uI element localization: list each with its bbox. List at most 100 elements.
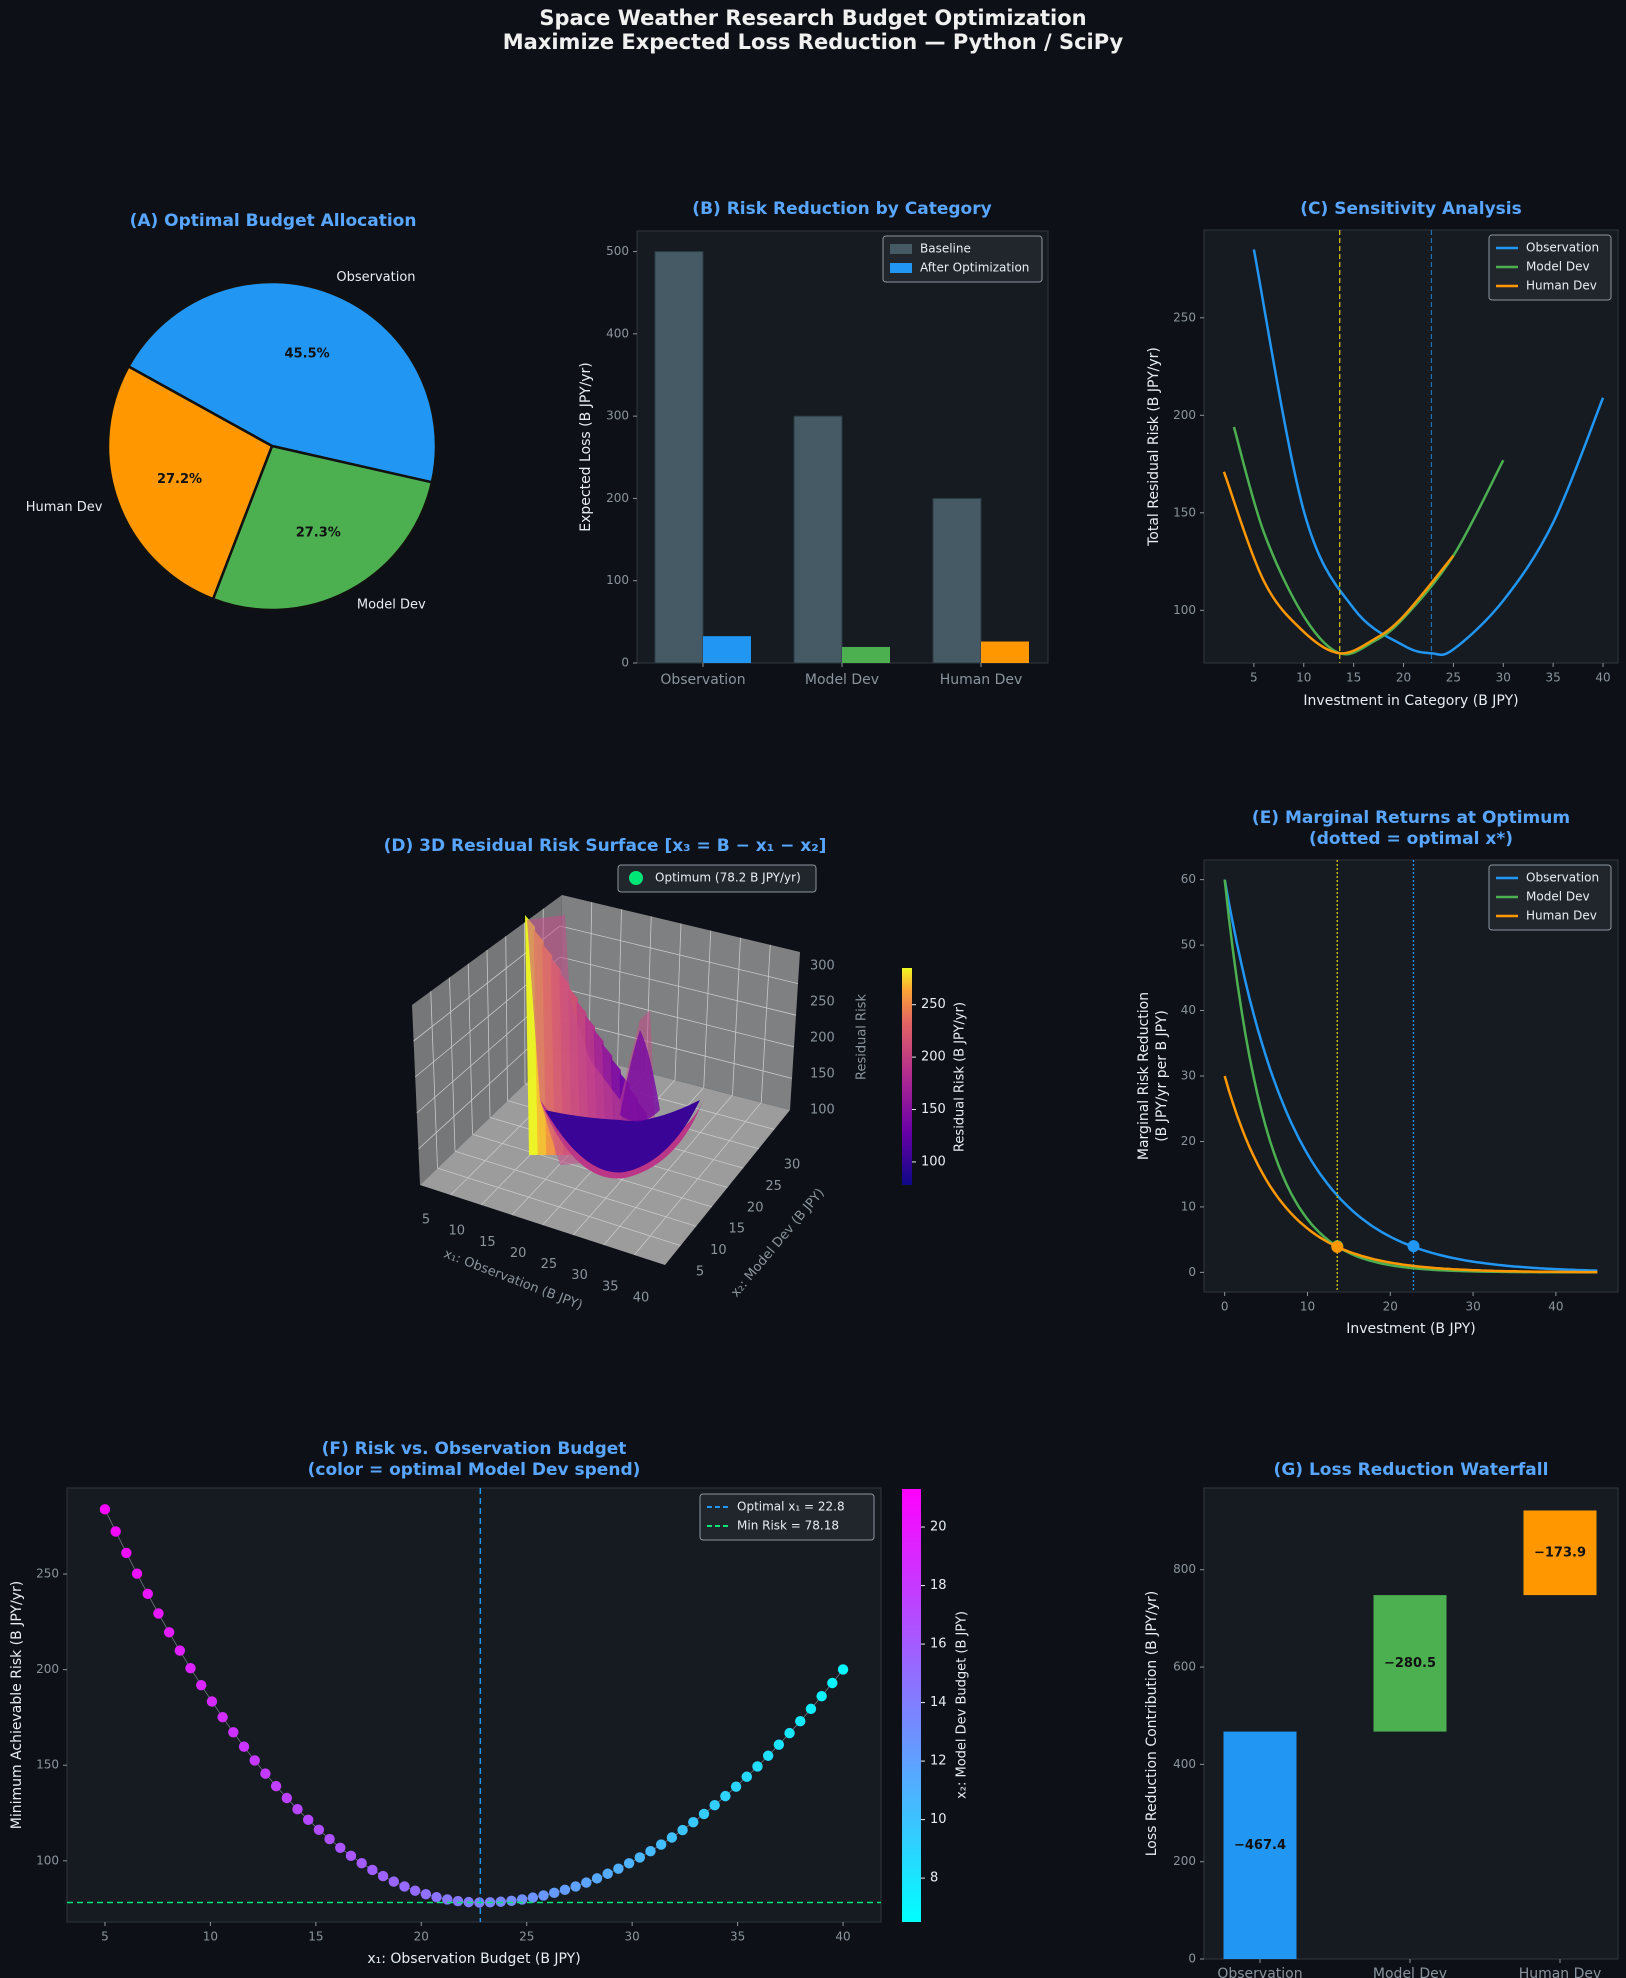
bar-baseline: [654, 251, 704, 664]
main-title-line-1: Space Weather Research Budget Optimizati…: [539, 6, 1087, 30]
y-axis-label: x₂: Model Dev (B JPY): [728, 1186, 828, 1301]
optimum-point: [1331, 1240, 1344, 1253]
bar-baseline: [932, 497, 982, 664]
panel-title: (G) Loss Reduction Waterfall: [1274, 1460, 1549, 1480]
panel-title: (B) Risk Reduction by Category: [692, 199, 991, 219]
panel-title: (dotted = optimal x*): [1309, 829, 1513, 849]
z-tick-label: 300: [810, 959, 835, 974]
y-tick-label: 400: [1173, 1757, 1196, 1771]
surface-bowl: [620, 1030, 660, 1122]
x-tick-label: Human Dev: [940, 672, 1023, 688]
scatter-point: [837, 1664, 849, 1675]
y-axis-label: Minimum Achievable Risk (B JPY/yr): [9, 1581, 25, 1829]
y-axis-label: Loss Reduction Contribution (B JPY/yr): [1144, 1591, 1160, 1857]
x-axis-label: Investment in Category (B JPY): [1303, 693, 1518, 709]
colorbar-tick-label: 12: [930, 1754, 947, 1769]
y-tick-label: 400: [606, 326, 629, 340]
scatter-point: [121, 1547, 132, 1559]
y-tick-label: 10: [710, 1243, 727, 1258]
scatter-point: [816, 1690, 827, 1702]
z-tick-label: 200: [810, 1031, 835, 1046]
x-tick-label: Human Dev: [1519, 1966, 1602, 1978]
scatter-point: [538, 1890, 549, 1901]
waterfall-bar-observation: [1223, 1731, 1297, 1959]
grid-line: [674, 923, 682, 1081]
panel-title: (A) Optimal Budget Allocation: [130, 211, 417, 231]
grid-line: [559, 1018, 793, 1079]
scatter-point: [388, 1876, 399, 1887]
colorbar-tick-label: 250: [921, 997, 946, 1012]
z-axis-label: Residual Risk: [855, 994, 870, 1080]
colorbar-tick-label: 8: [930, 1871, 938, 1886]
scatter-point: [302, 1814, 314, 1826]
x-axis-label: Investment (B JPY): [1346, 1321, 1476, 1337]
scatter-point: [559, 1884, 571, 1896]
y-tick-label: 30: [1181, 1069, 1196, 1083]
x-tick-label: 5: [422, 1213, 430, 1228]
pie-slice-model-dev: [211, 444, 434, 612]
series-line-observation: [1252, 249, 1605, 657]
legend-label: Human Dev: [1526, 279, 1597, 293]
waterfall-value-label: −280.5: [1384, 1656, 1436, 1671]
x-tick-label: 25: [519, 1930, 534, 1944]
scatter-point: [110, 1526, 121, 1537]
main-title-line-2: Maximize Expected Loss Reduction — Pytho…: [502, 30, 1124, 54]
scatter-point: [591, 1873, 603, 1884]
colorbar: [902, 1489, 921, 1922]
z-tick-label: 250: [810, 995, 835, 1010]
scatter-point: [431, 1891, 442, 1903]
waterfall-value-label: −467.4: [1234, 1838, 1286, 1853]
pie-category-label: Observation: [336, 270, 415, 285]
x-tick-label: 20: [414, 1930, 429, 1944]
y-axis-label: Expected Loss (B JPY/yr): [578, 362, 594, 531]
scatter-point: [292, 1804, 303, 1815]
scatter-point: [185, 1662, 196, 1674]
legend-label: Model Dev: [1526, 260, 1590, 274]
grid-line: [760, 944, 771, 1103]
scatter-point: [399, 1881, 410, 1892]
x-tick-label: 5: [101, 1930, 109, 1944]
scatter-point: [228, 1727, 239, 1738]
y-tick-label: 250: [36, 1567, 59, 1581]
scatter-point: [217, 1712, 228, 1723]
x-tick-label: 0: [1221, 1300, 1229, 1314]
legend-label: Min Risk = 78.18: [737, 1519, 839, 1533]
grid-line: [505, 936, 508, 1101]
x-tick-label: 15: [1346, 671, 1361, 685]
scatter-point: [174, 1645, 186, 1656]
scatter-point: [688, 1816, 699, 1828]
panel-title: (D) 3D Residual Risk Surface [x₃ = B − x…: [384, 836, 827, 856]
legend-label: After Optimization: [920, 261, 1029, 275]
scatter-point: [784, 1727, 795, 1739]
colorbar-tick-label: 20: [930, 1520, 947, 1535]
legend-swatch: [629, 871, 643, 885]
x-tick-label: Model Dev: [1373, 1966, 1447, 1978]
scatter-point: [238, 1741, 250, 1752]
waterfall-bar-model-dev: [1373, 1595, 1447, 1732]
scatter-point: [313, 1824, 325, 1835]
x-tick-label: 15: [479, 1235, 496, 1250]
panel-c-line: (C) Sensitivity Analysis 5 10 15 20 25 30 35 40 1…: [1146, 199, 1619, 709]
panel-g-waterfall: (G) Loss Reduction Waterfall 0 200 400 600 80…: [1144, 1460, 1619, 1978]
scatter-point: [762, 1750, 774, 1761]
scatter-point: [99, 1504, 111, 1515]
y-tick-label: 20: [747, 1200, 764, 1215]
y-tick-label: 200: [606, 491, 629, 505]
scatter-point: [570, 1881, 581, 1892]
scatter-point: [527, 1892, 539, 1903]
scatter-point: [752, 1761, 763, 1772]
scatter-point: [581, 1877, 592, 1888]
scatter-point: [730, 1781, 742, 1792]
y-tick-label: 5: [696, 1265, 704, 1280]
scatter-point: [677, 1824, 688, 1836]
colorbar: [902, 968, 912, 1185]
panel-d-surface: (D) 3D Residual Risk Surface [x₃ = B − x…: [384, 836, 968, 1313]
colorbar-label: x₂: Model Dev Budget (B JPY): [955, 1611, 970, 1799]
y-tick-label: 50: [1181, 938, 1196, 952]
panel-e-line: (E) Marginal Returns at Optimum(dotted =…: [1136, 808, 1619, 1337]
grid-line: [703, 930, 712, 1088]
x-tick-label: 25: [541, 1257, 558, 1272]
panel-title: (C) Sensitivity Analysis: [1300, 199, 1521, 219]
legend-label: Observation: [1526, 871, 1599, 885]
